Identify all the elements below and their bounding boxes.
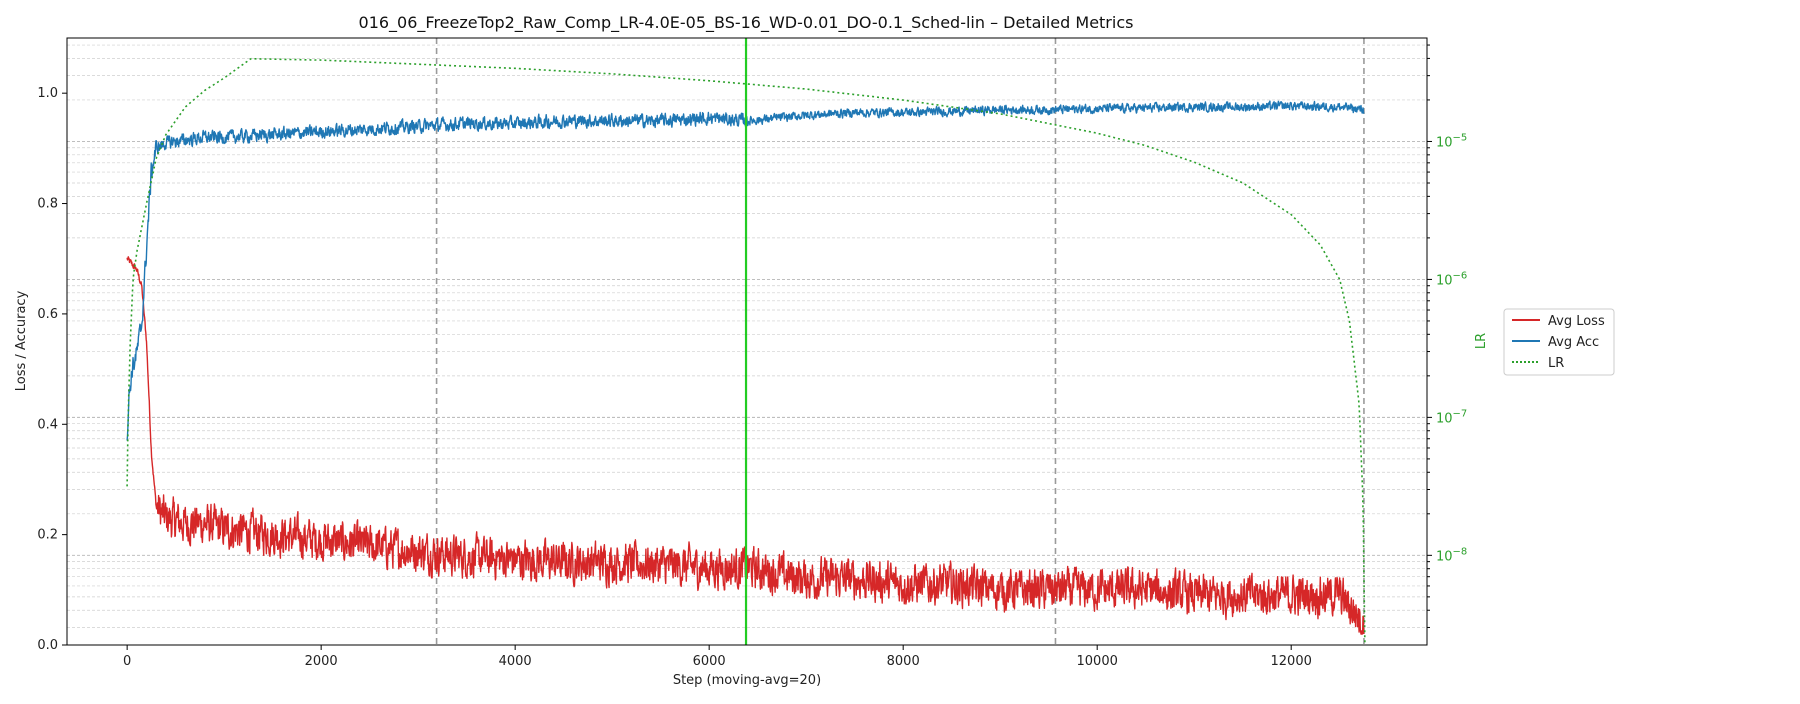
- x-tick-label: 4000: [499, 654, 532, 669]
- y2-tick-label: 10−7: [1436, 408, 1467, 426]
- y2-tick-label: 10−6: [1436, 270, 1467, 288]
- x-tick-label: 0: [123, 654, 131, 669]
- y-axis-left: 0.0 0.2 0.4 0.6 0.8 1.0: [37, 86, 67, 653]
- plot-frame: [66, 37, 1428, 646]
- y2-tick-label: 10−5: [1436, 132, 1467, 150]
- x-axis-label: Step (moving-avg=20): [673, 673, 821, 688]
- legend-label-avg-loss: Avg Loss: [1548, 314, 1605, 329]
- y-tick-label: 1.0: [37, 86, 58, 101]
- x-tick-label: 2000: [305, 654, 338, 669]
- x-tick-label: 12000: [1271, 654, 1312, 669]
- y-tick-label: 0.6: [37, 307, 58, 322]
- x-tick-label: 6000: [693, 654, 726, 669]
- legend-label-lr: LR: [1548, 356, 1564, 371]
- epoch-boundary-lines: [435, 38, 1365, 645]
- series-lines: [126, 38, 1366, 646]
- y-tick-label: 0.0: [37, 638, 58, 653]
- y-tick-label: 0.4: [37, 417, 58, 432]
- x-tick-label: 8000: [887, 654, 920, 669]
- legend: Avg Loss Avg Acc LR: [1503, 308, 1615, 376]
- x-axis: 0 2000 4000 6000 8000 10000 12000: [123, 645, 1312, 669]
- y2-tick-label: 10−8: [1436, 546, 1467, 564]
- chart-title: 016_06_FreezeTop2_Raw_Comp_LR-4.0E-05_BS…: [359, 13, 1134, 33]
- y-axis-label: Loss / Accuracy: [14, 290, 29, 391]
- legend-label-avg-acc: Avg Acc: [1548, 335, 1599, 350]
- y-tick-label: 0.2: [37, 528, 58, 543]
- x-tick-label: 10000: [1077, 654, 1118, 669]
- y2-axis-label: LR: [1474, 333, 1489, 349]
- legend-box: [1503, 308, 1615, 376]
- y-axis-right-lr: 10−5 10−6 10−7 10−8: [1427, 44, 1467, 628]
- y-tick-label: 0.8: [37, 197, 58, 212]
